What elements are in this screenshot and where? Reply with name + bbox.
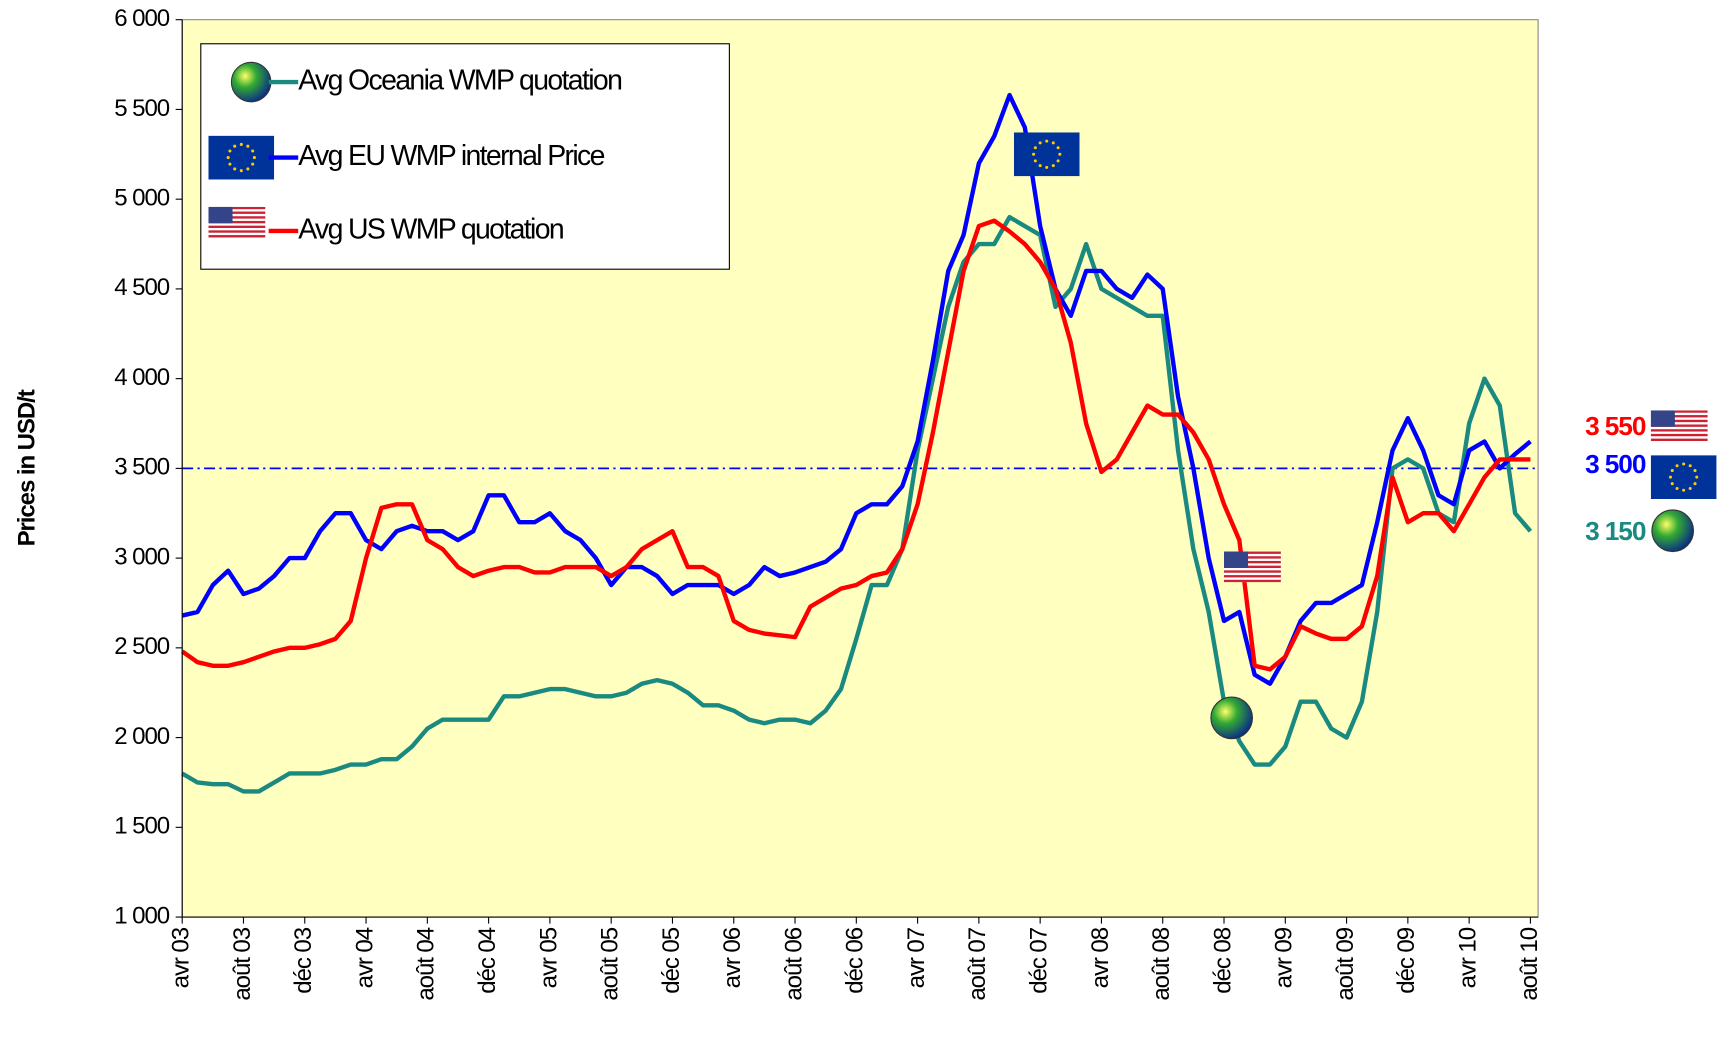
x-tick-label: déc 05 — [658, 927, 685, 993]
y-tick-label: 4 000 — [114, 364, 169, 391]
x-tick-label: avr 10 — [1455, 927, 1482, 988]
x-tick-label: août 06 — [780, 927, 807, 1000]
y-tick-label: 5 500 — [114, 95, 169, 122]
x-tick-label: déc 04 — [474, 927, 501, 993]
x-tick-label: avr 03 — [168, 927, 195, 988]
x-tick-label: août 04 — [413, 927, 440, 1000]
y-tick-label: 2 500 — [114, 633, 169, 660]
y-axis-title: Prices in USD/t — [13, 389, 40, 546]
legend-label: Avg US WMP quotation — [298, 213, 563, 245]
legend-label: Avg Oceania WMP quotation — [298, 65, 621, 97]
globe-icon — [1651, 509, 1695, 553]
x-tick-label: août 03 — [229, 927, 256, 1000]
x-tick-label: déc 07 — [1026, 927, 1053, 993]
x-tick-label: avr 04 — [351, 927, 378, 988]
series-line — [181, 92, 1532, 686]
y-tick-label: 1 000 — [114, 902, 169, 929]
end-label: 3 150 — [1585, 516, 1646, 546]
legend-label: Avg EU WMP internal Price — [298, 140, 604, 172]
eu-flag-icon — [208, 135, 275, 180]
x-tick-label: déc 06 — [842, 927, 869, 993]
globe-icon — [230, 61, 272, 103]
x-tick-label: août 07 — [964, 927, 991, 1000]
x-tick-label: août 05 — [597, 927, 624, 1000]
y-tick-label: 4 500 — [114, 274, 169, 301]
x-tick-label: déc 03 — [290, 927, 317, 993]
y-tick-label: 5 000 — [114, 185, 169, 212]
x-tick-label: avr 06 — [719, 927, 746, 988]
x-tick-label: avr 05 — [535, 927, 562, 988]
x-tick-label: déc 08 — [1209, 927, 1236, 993]
marks — [180, 92, 1539, 794]
end-label: 3 500 — [1585, 449, 1646, 479]
x-tick-label: avr 09 — [1271, 927, 1298, 988]
y-tick-label: 2 000 — [114, 723, 169, 750]
end-label: 3 550 — [1585, 411, 1646, 441]
y-tick-label: 3 000 — [114, 543, 169, 570]
us-flag-icon — [1224, 551, 1281, 583]
eu-flag-icon — [1013, 132, 1080, 177]
x-tick-label: avr 07 — [903, 927, 930, 988]
x-tick-label: déc 09 — [1393, 927, 1420, 993]
us-flag-icon — [1650, 410, 1708, 442]
y-tick-label: 6 000 — [114, 5, 169, 32]
x-tick-label: août 08 — [1148, 927, 1175, 1000]
x-tick-label: août 09 — [1332, 927, 1359, 1000]
globe-icon — [1210, 696, 1254, 740]
eu-flag-icon — [1650, 455, 1717, 500]
us-flag-icon — [208, 206, 266, 238]
x-tick-label: août 10 — [1516, 927, 1543, 1000]
x-tick-label: avr 08 — [1087, 927, 1114, 988]
y-tick-label: 1 500 — [114, 813, 169, 840]
series-line — [180, 218, 1531, 672]
series-line — [181, 214, 1533, 794]
y-tick-label: 3 500 — [114, 454, 169, 481]
